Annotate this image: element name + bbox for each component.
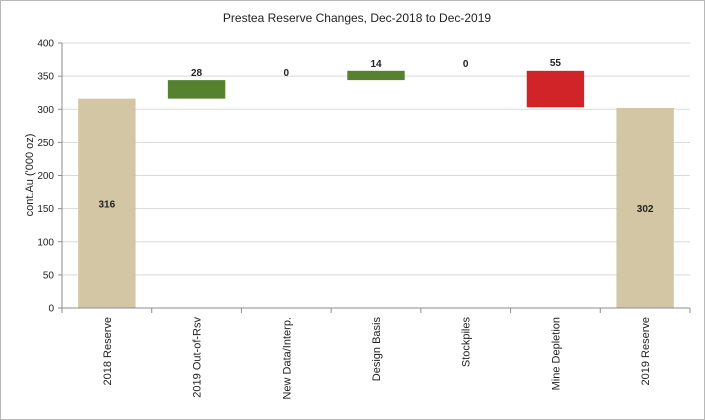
y-tick-label: 250 bbox=[37, 138, 54, 149]
x-category-label: 2019 Reserve bbox=[640, 317, 652, 386]
bar-mine-depletion bbox=[526, 70, 585, 108]
bar-2019-out-of-rsv bbox=[167, 80, 226, 99]
data-label: 302 bbox=[637, 204, 654, 215]
data-label: 0 bbox=[284, 68, 290, 79]
y-tick-label: 50 bbox=[43, 270, 55, 281]
y-tick-label: 350 bbox=[37, 72, 54, 83]
data-label: 55 bbox=[550, 58, 562, 69]
y-tick-label: 300 bbox=[37, 105, 54, 116]
data-label: 0 bbox=[463, 59, 469, 70]
bar-2019-reserve bbox=[616, 107, 674, 308]
x-category-label: Design Basis bbox=[371, 317, 383, 382]
y-tick-label: 400 bbox=[37, 39, 54, 50]
x-category-label: 2019 Out-of-Rsv bbox=[192, 317, 204, 398]
data-label: 14 bbox=[370, 59, 382, 70]
bar-2018-reserve bbox=[78, 98, 136, 309]
x-category-label: Mine Depletion bbox=[550, 317, 562, 390]
y-tick-label: 150 bbox=[37, 204, 54, 215]
bar-design-basis bbox=[347, 70, 405, 81]
y-axis-label: cont.Au ('000 oz) bbox=[24, 134, 36, 217]
y-tick-label: 0 bbox=[48, 304, 54, 315]
x-category-label: 2018 Reserve bbox=[102, 317, 114, 386]
y-tick-label: 200 bbox=[37, 171, 54, 182]
x-category-label: Stockpiles bbox=[461, 317, 473, 368]
y-tick-label: 100 bbox=[37, 237, 54, 248]
data-label: 316 bbox=[99, 199, 116, 210]
data-label: 28 bbox=[191, 68, 203, 79]
x-category-label: New Data/Interp. bbox=[281, 317, 293, 400]
chart-title: Prestea Reserve Changes, Dec-2018 to Dec… bbox=[223, 11, 491, 25]
